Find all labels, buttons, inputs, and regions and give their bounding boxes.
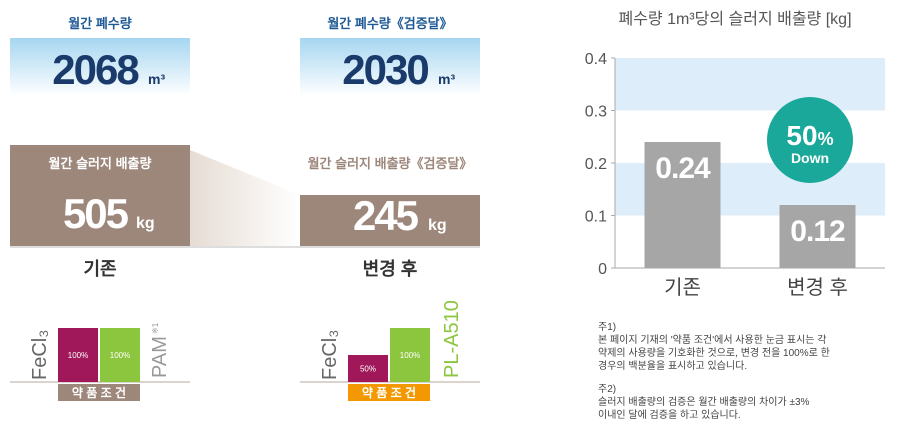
- grid-band: [615, 58, 885, 111]
- note-line: 이내인 달에 검증을 하고 있습니다.: [598, 408, 741, 421]
- water-box: [300, 38, 480, 96]
- x-tick-label: 변경 후: [787, 276, 848, 299]
- stage-label: 기존: [83, 259, 116, 279]
- y-tick-label: 0: [598, 261, 607, 278]
- water-value: 2030: [342, 46, 428, 93]
- stage-label: 변경 후: [363, 259, 418, 279]
- polymer: PL-A510: [441, 300, 463, 378]
- y-tick-label: 0.2: [585, 156, 607, 173]
- bar: [779, 205, 856, 268]
- dose-bar: [100, 328, 140, 382]
- sludge-value: 505: [63, 190, 129, 237]
- water-unit: m³: [148, 71, 165, 87]
- polymer: PAM: [149, 336, 171, 378]
- sludge-box: [10, 145, 190, 246]
- note-line: 슬러지 배출량의 검증은 월간 배출량의 차이가 ±3%: [598, 396, 810, 408]
- badge-value: 50%: [786, 120, 833, 151]
- dose-bar: [390, 328, 430, 382]
- sludge-unit: kg: [428, 217, 447, 234]
- y-tick-label: 0.4: [585, 51, 607, 68]
- condition-label: 약 품 조 건: [72, 385, 126, 400]
- dose-label: 100%: [68, 351, 88, 360]
- note-line: 본 페이지 기재의 '약품 조건'에서 사용한 눈금 표시는 각: [598, 334, 826, 346]
- chart: 0 0.1 0.2 0.3 0.4 0.24 기존 0.12 변경 후 50%Down: [585, 51, 885, 299]
- note-label: 주1): [598, 322, 616, 333]
- note-line: 약제의 사용량을 기호화한 것으로, 변경 전을 100%로 한: [598, 346, 830, 359]
- sludge-title: 월간 슬러지 배출량《검증달》: [308, 156, 473, 171]
- water-box: [10, 38, 190, 96]
- footnote-mark: ※1: [151, 322, 160, 334]
- sludge-title: 월간 슬러지 배출량: [49, 156, 152, 171]
- condition-box: [348, 384, 430, 401]
- dose-label: 100%: [110, 351, 130, 360]
- note-line: 경우의 백분율을 표시하고 있습니다.: [598, 359, 747, 372]
- coagulant: FeCl₃: [319, 330, 341, 380]
- value-label: 0.12: [790, 215, 845, 248]
- y-tick-label: 0.1: [585, 209, 607, 226]
- water-title: 월간 폐수량: [68, 16, 131, 31]
- sludge-box: [300, 195, 480, 246]
- sludge-unit: kg: [136, 215, 155, 232]
- water-unit: m³: [438, 71, 455, 87]
- condition-box: [58, 384, 140, 401]
- condition-label: 약 품 조 건: [362, 385, 416, 400]
- coagulant: FeCl₃: [29, 330, 51, 380]
- chart-title: 폐수량 1m³당의 슬러지 배출량 [kg]: [618, 10, 851, 28]
- x-tick-label: 기존: [664, 276, 701, 299]
- badge-text: Down: [791, 150, 829, 166]
- dose-label: 50%: [360, 365, 376, 374]
- dose-bar: [58, 328, 98, 382]
- dose-bar: [348, 355, 388, 382]
- badge-number: 50: [786, 120, 817, 151]
- badge-unit: %: [818, 129, 834, 149]
- y-tick-label: 0.3: [585, 104, 607, 121]
- sludge-value: 245: [353, 192, 419, 239]
- bar: [644, 142, 721, 268]
- transition: [190, 150, 300, 246]
- water-title: 월간 폐수량《검증달》: [327, 16, 452, 31]
- note-label: 주2): [598, 384, 616, 395]
- dose-label: 100%: [400, 351, 420, 360]
- value-label: 0.24: [655, 152, 711, 185]
- badge: [767, 97, 853, 183]
- water-value: 2068: [52, 46, 139, 93]
